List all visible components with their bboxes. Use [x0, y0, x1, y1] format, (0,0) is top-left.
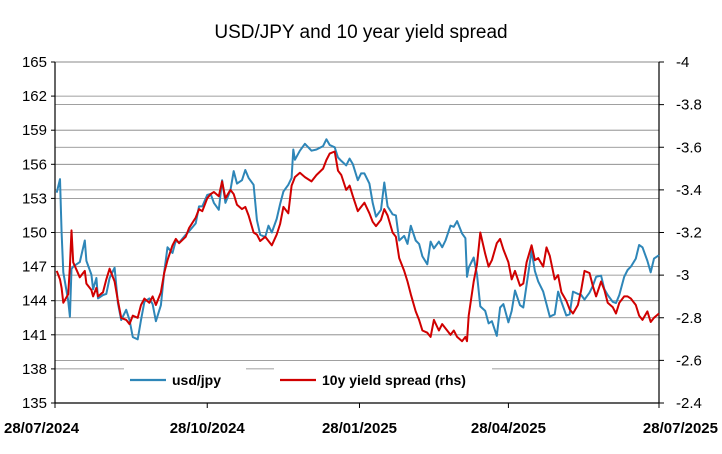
y-left-tick-label: 144 [22, 293, 47, 310]
y-left-tick-label: 159 [22, 122, 47, 139]
chart-title: USD/JPY and 10 year yield spread [214, 22, 507, 43]
y-left-tick-label: 162 [22, 88, 47, 105]
y-left-tick-label: 138 [22, 361, 47, 378]
y-right-tick-label: -2.8 [676, 310, 702, 327]
y-left-tick-label: 165 [22, 54, 47, 71]
y-right-tick-label: -2.4 [676, 395, 702, 412]
x-tick-label: 28/07/2025 [643, 420, 718, 437]
x-tick-label: 28/01/2025 [322, 420, 397, 437]
y-left-tick-label: 147 [22, 259, 47, 276]
y-left-tick-label: 141 [22, 327, 47, 344]
y-left-tick-label: 153 [22, 190, 47, 207]
y-left-tick-label: 156 [22, 156, 47, 173]
axes: 135 138 141 144 147 150 153 156 159 162 165 -4 -3.8 -… [4, 54, 718, 437]
series [55, 138, 660, 343]
legend-item-background [274, 368, 492, 390]
y-right-tick-label: -3.6 [676, 139, 702, 156]
legend-yield-spread-label: 10y yield spread (rhs) [322, 372, 466, 388]
y-right-tick-label: -3 [676, 267, 689, 284]
y-right-tick-label: -3.8 [676, 97, 702, 114]
y-right-tick-label: -3.4 [676, 182, 702, 199]
y-left-tick-label: 135 [22, 395, 47, 412]
y-right-tick-label: -4 [676, 54, 689, 71]
y-right-tick-label: -3.2 [676, 225, 702, 242]
legend-usdjpy-label: usd/jpy [172, 372, 221, 388]
x-tick-label: 28/10/2024 [170, 420, 246, 437]
legend: usd/jpy 10y yield spread (rhs) [124, 368, 492, 390]
y-left-tick-label: 150 [22, 225, 47, 242]
x-tick-label: 28/07/2024 [4, 420, 80, 437]
x-tick-label: 28/04/2025 [471, 420, 546, 437]
y-right-tick-label: -2.6 [676, 352, 702, 369]
yield-spread-series-line [55, 150, 660, 343]
legend-item-background [124, 368, 246, 390]
